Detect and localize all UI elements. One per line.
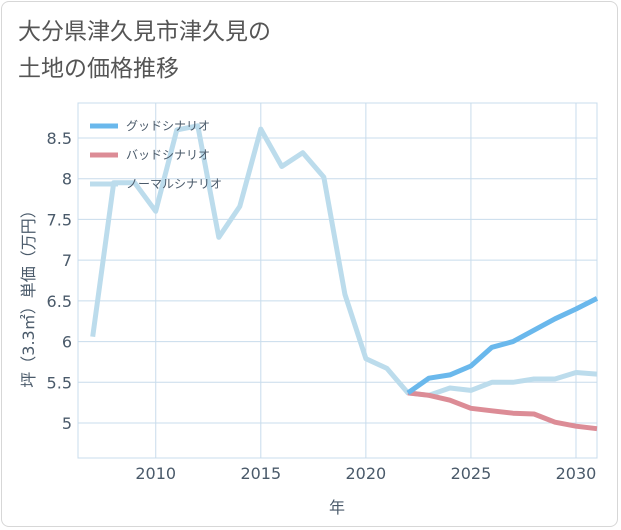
y-tick-label: 8.5 [47, 129, 72, 148]
x-tick-label: 2010 [135, 464, 176, 483]
legend-label: バッドシナリオ [126, 148, 210, 162]
legend-label: ノーマルシナリオ [126, 177, 222, 191]
chart-title: 大分県津久見市津久見の 土地の価格推移 [18, 19, 271, 82]
x-axis-label: 年 [329, 498, 345, 517]
y-axis-label: 坪（3.3㎡）単価（万円） [19, 202, 38, 387]
series-lines [90, 123, 599, 432]
x-tick-label: 2020 [346, 464, 387, 483]
x-tick-label: 2030 [556, 464, 597, 483]
plot-area [77, 102, 598, 459]
y-tick-label: 6.5 [47, 292, 72, 311]
y-tick-label: 7.5 [47, 210, 72, 229]
x-tick-label: 2015 [240, 464, 281, 483]
x-tick-label: 2025 [451, 464, 492, 483]
y-tick-label: 6 [62, 333, 72, 352]
series-line [407, 390, 598, 432]
y-tick-label: 7 [62, 251, 72, 270]
legend-label: グッドシナリオ [126, 119, 210, 133]
tick-labels: 2010 2015 2020 2025 2030 5 5.5 6 6.5 7 7.5 8 8.5 [47, 129, 597, 483]
series-line [406, 296, 599, 395]
y-tick-label: 8 [62, 170, 72, 189]
y-tick-label: 5 [62, 414, 72, 433]
series-line [90, 123, 598, 398]
y-tick-label: 5.5 [47, 373, 72, 392]
